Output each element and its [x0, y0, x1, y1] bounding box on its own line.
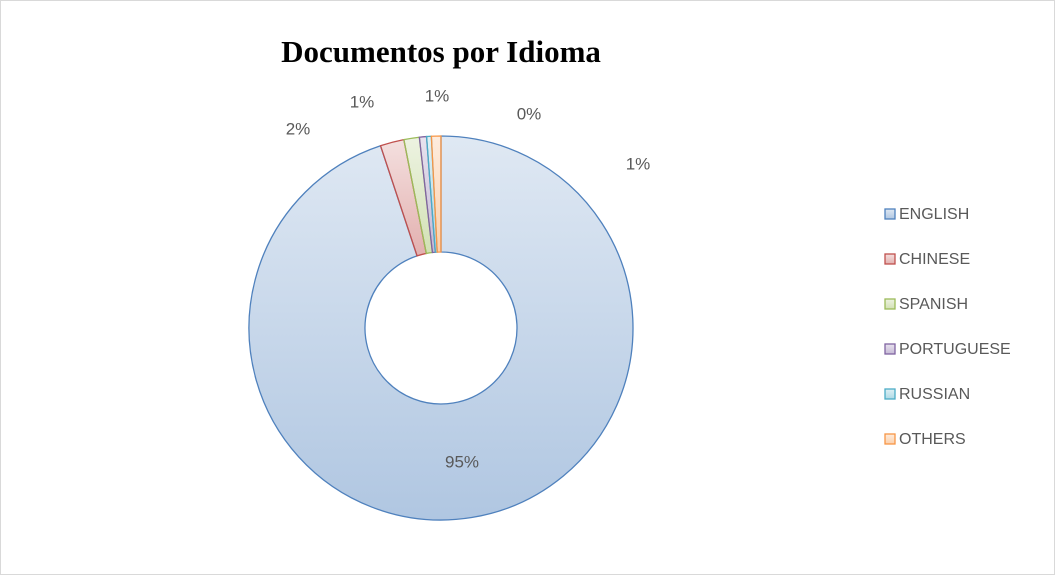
legend-label: ENGLISH [899, 206, 969, 223]
donut-slice [430, 135, 442, 253]
chart-title: Documentos por Idioma [281, 34, 601, 69]
legend-label: SPANISH [899, 296, 968, 313]
donut-slice [248, 135, 634, 521]
legend-swatch [884, 433, 896, 445]
data-label: 0% [517, 104, 542, 123]
legend-swatch [884, 253, 896, 265]
legend-swatch [884, 208, 896, 220]
legend-swatch [884, 388, 896, 400]
data-label: 1% [425, 86, 450, 105]
legend-label: CHINESE [899, 251, 970, 268]
legend-swatch [884, 298, 896, 310]
data-label: 95% [445, 452, 479, 471]
legend-swatch [884, 343, 896, 355]
data-label: 1% [350, 92, 375, 111]
data-label: 1% [626, 154, 651, 173]
legend-label: OTHERS [899, 431, 966, 448]
legend-label: PORTUGUESE [899, 341, 1011, 358]
legend-label: RUSSIAN [899, 386, 970, 403]
data-label: 2% [286, 119, 311, 138]
